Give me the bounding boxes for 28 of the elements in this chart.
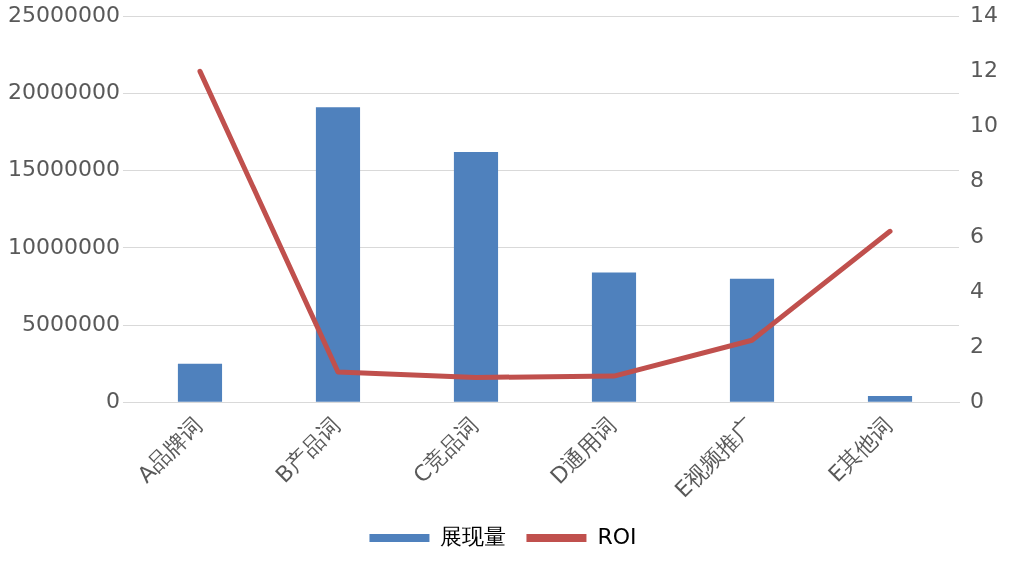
bar	[591, 272, 637, 402]
y2-tick-label: 14	[970, 1, 999, 27]
x-tick-label: D通用词	[545, 412, 622, 489]
x-tick-label: B产品词	[270, 412, 346, 488]
x-tick-label: A品牌词	[132, 412, 208, 488]
legend-label: 展现量	[440, 523, 507, 549]
bar	[729, 278, 775, 402]
y-tick-label: 15000000	[7, 156, 120, 182]
y-tick-label: 10000000	[7, 233, 120, 259]
bar	[177, 363, 223, 402]
y2-tick-label: 4	[970, 277, 985, 303]
bar	[315, 107, 361, 402]
y2-tick-label: 6	[970, 222, 985, 248]
x-tick-label: E视频推广	[669, 412, 760, 503]
y-tick-label: 20000000	[7, 79, 120, 105]
bar	[867, 396, 913, 402]
y2-tick-label: 8	[970, 167, 985, 193]
x-tick-label: E其他词	[823, 412, 898, 487]
y2-tick-label: 2	[970, 332, 985, 358]
x-tick-label: C竞品词	[408, 412, 484, 488]
y-tick-label: 5000000	[21, 310, 120, 336]
y2-tick-label: 10	[970, 112, 999, 138]
y-tick-label: 25000000	[7, 1, 120, 27]
bar	[453, 152, 499, 402]
y2-tick-label: 0	[970, 388, 985, 413]
legend-label: ROI	[597, 523, 637, 549]
y-tick-label: 0	[105, 388, 120, 413]
y2-tick-label: 12	[970, 57, 999, 83]
